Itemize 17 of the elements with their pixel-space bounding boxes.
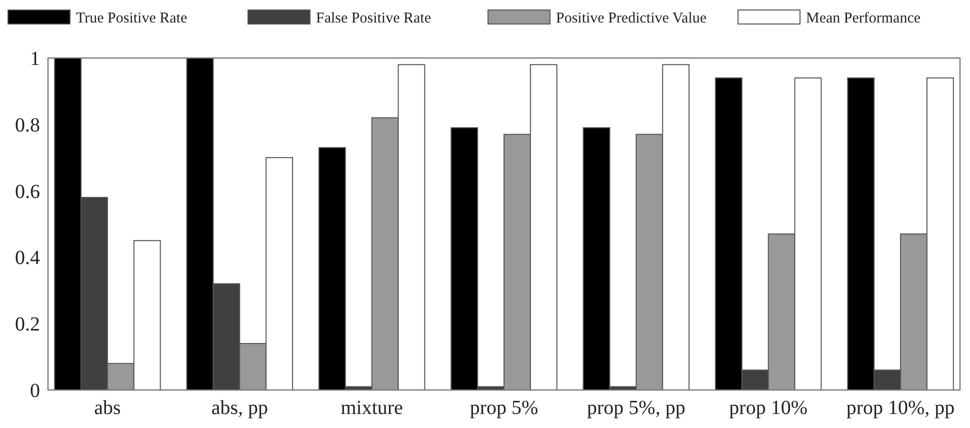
y-tick-label: 0	[30, 380, 40, 402]
y-tick-label: 0.8	[15, 114, 40, 136]
legend-label: Mean Performance	[806, 10, 921, 26]
x-tick-label: prop 10%	[729, 397, 808, 419]
y-tick-label: 1	[30, 48, 40, 70]
x-tick-label: abs, pp	[211, 397, 268, 419]
x-tick-label: abs	[94, 397, 122, 419]
legend-label: False Positive Rate	[316, 10, 432, 26]
y-tick-label: 0.4	[15, 247, 40, 270]
y-tick-label: 0.6	[15, 180, 40, 203]
x-tick-label: prop 5%	[470, 397, 538, 419]
legend-label: Positive Predictive Value	[556, 10, 707, 26]
x-tick-label: prop 5%, pp	[587, 397, 686, 419]
y-tick-label: 0.2	[15, 314, 40, 336]
x-tick-label: mixture	[340, 397, 404, 419]
x-tick-label: prop 10%, pp	[846, 397, 955, 419]
legend-label: True Positive Rate	[76, 10, 188, 26]
